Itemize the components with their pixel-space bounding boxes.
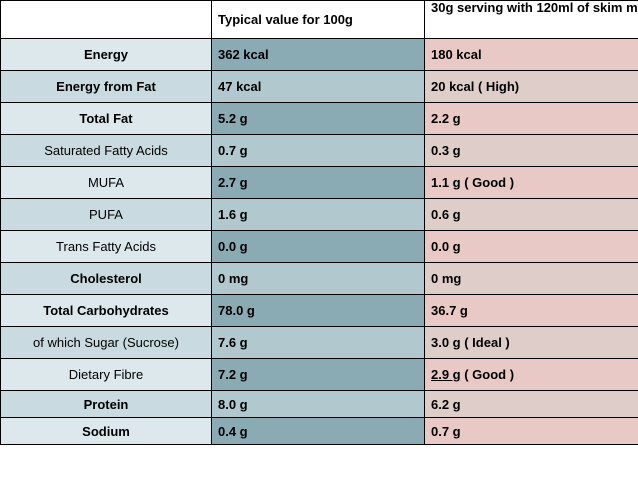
per-serving-value: 180 kcal bbox=[424, 38, 638, 71]
table-row-sugar: of which Sugar (Sucrose) 7.6 g 3.0 g ( I… bbox=[0, 326, 638, 359]
table-row-total-fat: Total Fat 5.2 g 2.2 g bbox=[0, 102, 638, 135]
nutrient-label: Cholesterol bbox=[0, 262, 212, 295]
per-100g-value: 362 kcal bbox=[211, 38, 425, 71]
table-row-sodium: Sodium 0.4 g 0.7 g bbox=[0, 417, 638, 445]
per-100g-value: 2.7 g bbox=[211, 166, 425, 199]
per-100g-value: 7.2 g bbox=[211, 358, 425, 391]
per-serving-amount: 2.9 g bbox=[431, 367, 461, 382]
table-row-cholesterol: Cholesterol 0 mg 0 mg bbox=[0, 262, 638, 295]
per-serving-value: 0 mg bbox=[424, 262, 638, 295]
per-serving-value: 0.3 g bbox=[424, 134, 638, 167]
header-per-serving: 30g serving with 120ml of skim milk bbox=[424, 0, 638, 39]
per-serving-value: 3.0 g ( Ideal ) bbox=[424, 326, 638, 359]
nutrient-label: PUFA bbox=[0, 198, 212, 231]
per-serving-value: 1.1 g ( Good ) bbox=[424, 166, 638, 199]
table-row-energy: Energy 362 kcal 180 kcal bbox=[0, 38, 638, 71]
per-100g-value: 0.7 g bbox=[211, 134, 425, 167]
nutrient-label: Dietary Fibre bbox=[0, 358, 212, 391]
table-row-pufa: PUFA 1.6 g 0.6 g bbox=[0, 198, 638, 231]
per-serving-value: 0.7 g bbox=[424, 417, 638, 445]
per-serving-value: 2.2 g bbox=[424, 102, 638, 135]
nutrient-label: Total Carbohydrates bbox=[0, 294, 212, 327]
per-100g-value: 78.0 g bbox=[211, 294, 425, 327]
table-row-total-carbohydrates: Total Carbohydrates 78.0 g 36.7 g bbox=[0, 294, 638, 327]
per-serving-note: ( Good ) bbox=[460, 367, 515, 382]
table-row-protein: Protein 8.0 g 6.2 g bbox=[0, 390, 638, 418]
header-per-100g: Typical value for 100g bbox=[211, 0, 425, 39]
per-100g-value: 0.4 g bbox=[211, 417, 425, 445]
per-serving-value: 0.0 g bbox=[424, 230, 638, 263]
per-100g-value: 7.6 g bbox=[211, 326, 425, 359]
nutrient-label: Protein bbox=[0, 390, 212, 418]
nutrient-label: Total Fat bbox=[0, 102, 212, 135]
per-serving-value: 2.9 g ( Good ) bbox=[424, 358, 638, 391]
per-serving-value: 36.7 g bbox=[424, 294, 638, 327]
per-serving-value: 20 kcal ( High) bbox=[424, 70, 638, 103]
nutrient-label: Trans Fatty Acids bbox=[0, 230, 212, 263]
table-row-mufa: MUFA 2.7 g 1.1 g ( Good ) bbox=[0, 166, 638, 199]
per-100g-value: 8.0 g bbox=[211, 390, 425, 418]
table-row-dietary-fibre: Dietary Fibre 7.2 g 2.9 g ( Good ) bbox=[0, 358, 638, 391]
table-row-saturated-fatty-acids: Saturated Fatty Acids 0.7 g 0.3 g bbox=[0, 134, 638, 167]
per-100g-value: 0.0 g bbox=[211, 230, 425, 263]
per-serving-value: 0.6 g bbox=[424, 198, 638, 231]
table-row-energy-from-fat: Energy from Fat 47 kcal 20 kcal ( High) bbox=[0, 70, 638, 103]
nutrition-facts-table: Typical value for 100g 30g serving with … bbox=[0, 0, 638, 445]
nutrient-label: Saturated Fatty Acids bbox=[0, 134, 212, 167]
nutrient-label: Sodium bbox=[0, 417, 212, 445]
nutrient-label: Energy bbox=[0, 38, 212, 71]
per-100g-value: 5.2 g bbox=[211, 102, 425, 135]
nutrient-label: Energy from Fat bbox=[0, 70, 212, 103]
table-header-row: Typical value for 100g 30g serving with … bbox=[0, 0, 638, 39]
per-100g-value: 0 mg bbox=[211, 262, 425, 295]
nutrient-label: of which Sugar (Sucrose) bbox=[0, 326, 212, 359]
per-100g-value: 47 kcal bbox=[211, 70, 425, 103]
per-serving-value: 6.2 g bbox=[424, 390, 638, 418]
table-row-trans-fatty-acids: Trans Fatty Acids 0.0 g 0.0 g bbox=[0, 230, 638, 263]
nutrient-label: MUFA bbox=[0, 166, 212, 199]
header-nutrient-cell bbox=[0, 0, 212, 39]
per-100g-value: 1.6 g bbox=[211, 198, 425, 231]
